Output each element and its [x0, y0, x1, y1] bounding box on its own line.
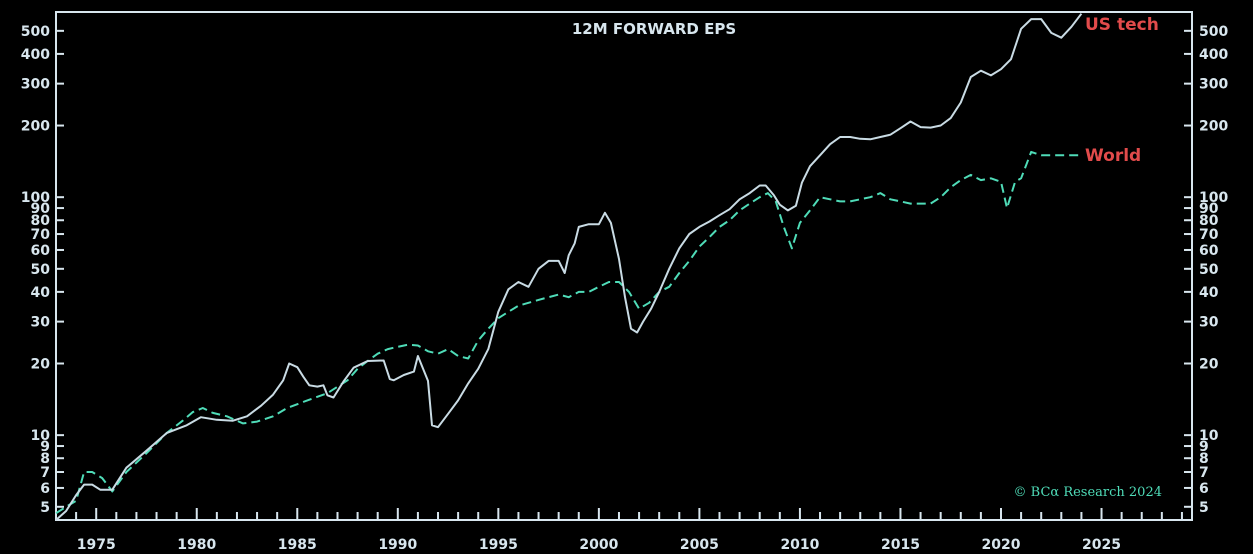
y-tick-label-right: 6: [1199, 481, 1209, 497]
chart-title: 12M FORWARD EPS: [572, 20, 736, 38]
y-tick-label-left: 8: [40, 451, 50, 467]
y-tick-label-right: 30: [1199, 315, 1219, 331]
y-tick-label-left: 9: [40, 439, 50, 455]
x-tick-label: 2020: [982, 537, 1021, 553]
y-tick-label-right: 200: [1199, 119, 1228, 135]
y-tick-label-right: 40: [1199, 285, 1219, 301]
y-tick-label-left: 70: [31, 227, 51, 243]
y-tick-label-right: 60: [1199, 243, 1219, 259]
y-tick-label-right: 80: [1199, 213, 1219, 229]
y-tick-label-right: 8: [1199, 451, 1209, 467]
y-tick-label-left: 300: [21, 77, 50, 93]
x-tick-label: 2015: [881, 537, 920, 553]
copyright-credit: © BCα Research 2024: [1014, 485, 1162, 500]
y-tick-label-left: 200: [21, 119, 50, 135]
x-tick-label: 2025: [1082, 537, 1121, 553]
series-line-us-tech: [55, 13, 1083, 521]
y-tick-label-left: 20: [31, 357, 51, 373]
y-tick-label-left: 6: [40, 481, 50, 497]
x-tick-label: 2000: [579, 537, 618, 553]
x-tick-label: 1995: [479, 537, 518, 553]
y-tick-label-left: 80: [31, 213, 51, 229]
y-tick-label-left: 10: [31, 428, 51, 444]
y-tick-label-left: 400: [21, 47, 50, 63]
y-tick-label-left: 7: [40, 465, 50, 481]
y-tick-label-right: 300: [1199, 77, 1228, 93]
x-tick-label: 2005: [680, 537, 719, 553]
y-tick-label-right: 20: [1199, 357, 1219, 373]
y-tick-label-right: 500: [1199, 24, 1228, 40]
x-axis: 1975 1980 1985 1990 1995 2000 2005 2010 2015 2020…: [55, 508, 1183, 553]
y-tick-label-right: 5: [1199, 500, 1209, 516]
series-line-world: [55, 150, 1082, 515]
y-tick-label-right: 90: [1199, 201, 1219, 217]
y-tick-label-left: 60: [31, 243, 51, 259]
y-tick-label-left: 50: [31, 262, 51, 278]
x-tick-label: 1985: [278, 537, 317, 553]
x-tick-label: 1975: [77, 537, 116, 553]
series-layer: [55, 13, 1083, 521]
y-tick-label-right: 50: [1199, 262, 1219, 278]
x-tick-label: 2010: [780, 537, 819, 553]
y-tick-label-right: 10: [1199, 428, 1219, 444]
y-tick-label-right: 70: [1199, 227, 1219, 243]
y-tick-label-left: 30: [31, 315, 51, 331]
y-tick-label-left: 500: [21, 24, 50, 40]
plot-frame: [55, 11, 1193, 521]
series-label-us-tech: US tech: [1085, 15, 1159, 35]
y-tick-label-left: 5: [40, 500, 50, 516]
y-tick-label-left: 40: [31, 285, 51, 301]
y-tick-label-right: 9: [1199, 439, 1209, 455]
y-tick-label-right: 7: [1199, 465, 1209, 481]
y-tick-label-right: 100: [1199, 190, 1228, 206]
y-tick-label-left: 100: [21, 190, 50, 206]
y-tick-label-right: 400: [1199, 47, 1228, 63]
y-tick-label-left: 90: [31, 201, 51, 217]
series-label-world: World: [1085, 146, 1141, 166]
x-tick-label: 1990: [378, 537, 417, 553]
x-tick-label: 1980: [177, 537, 216, 553]
